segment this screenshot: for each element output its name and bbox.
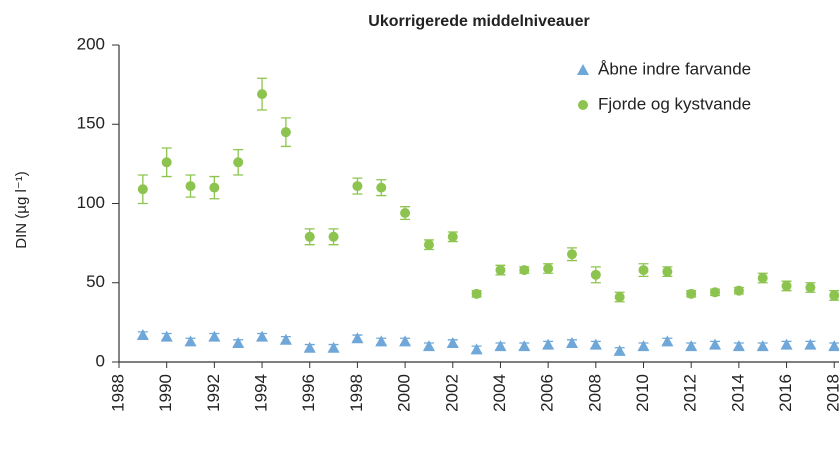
data-point — [757, 272, 768, 283]
data-point — [352, 181, 363, 192]
data-point — [280, 127, 291, 138]
data-point — [637, 340, 650, 352]
x-tick-label: 2006 — [538, 374, 557, 412]
data-point — [470, 343, 483, 355]
data-point — [185, 181, 196, 192]
data-point — [446, 336, 459, 348]
data-point — [638, 265, 649, 276]
legend-marker — [578, 100, 588, 110]
legend-marker — [577, 64, 589, 75]
x-tick-label: 2002 — [442, 374, 461, 412]
data-point — [160, 330, 173, 342]
data-point — [495, 265, 506, 276]
data-point — [257, 89, 268, 100]
data-point — [351, 332, 364, 344]
data-point — [279, 333, 292, 345]
x-tick-label: 1994 — [252, 374, 271, 412]
data-point — [589, 338, 602, 350]
data-point — [494, 340, 507, 352]
data-point — [829, 290, 839, 301]
data-point — [209, 182, 220, 193]
data-point — [685, 340, 698, 352]
x-tick-label: 2014 — [728, 374, 747, 412]
chart-title: Ukorrigerede middelniveauer — [368, 13, 589, 30]
x-tick-label: 2008 — [585, 374, 604, 412]
data-point — [304, 231, 315, 242]
data-point — [376, 182, 387, 193]
x-tick-label: 1998 — [347, 374, 366, 412]
data-point — [233, 157, 244, 168]
data-point — [614, 292, 625, 303]
x-tick-label: 2018 — [824, 374, 839, 412]
data-point — [256, 330, 269, 342]
data-point — [756, 340, 769, 352]
x-tick-label: 2010 — [633, 374, 652, 412]
y-tick-label: 150 — [77, 114, 105, 133]
data-point — [422, 340, 435, 352]
data-point — [208, 330, 221, 342]
x-tick-label: 1990 — [156, 374, 175, 412]
data-point — [686, 288, 697, 299]
data-point — [828, 340, 839, 352]
data-point — [710, 287, 721, 298]
data-point — [423, 239, 434, 250]
data-point — [543, 263, 554, 274]
x-tick-label: 2012 — [681, 374, 700, 412]
data-point — [327, 341, 340, 353]
x-tick-label: 1996 — [299, 374, 318, 412]
data-point — [328, 231, 339, 242]
data-point — [519, 265, 530, 276]
data-point — [136, 329, 149, 341]
data-point — [303, 341, 316, 353]
data-point — [161, 157, 172, 168]
data-point — [661, 335, 674, 347]
data-point — [184, 335, 197, 347]
y-tick-label: 100 — [77, 193, 105, 212]
data-point — [805, 282, 816, 293]
data-point — [733, 285, 744, 296]
data-point — [565, 336, 578, 348]
legend-label: Åbne indre farvande — [598, 59, 751, 78]
legend-label: Fjorde og kystvande — [598, 94, 751, 113]
data-point — [709, 338, 722, 350]
data-point — [662, 266, 673, 277]
x-tick-label: 1988 — [108, 374, 127, 412]
y-axis-label: DIN (µg l⁻¹) — [13, 171, 30, 248]
data-point — [232, 336, 245, 348]
data-point — [518, 340, 531, 352]
y-tick-label: 50 — [86, 272, 105, 291]
data-point — [375, 335, 388, 347]
data-point — [566, 249, 577, 260]
x-tick-label: 2016 — [776, 374, 795, 412]
y-tick-label: 0 — [96, 351, 105, 370]
y-tick-label: 200 — [77, 34, 105, 53]
data-point — [781, 280, 792, 291]
data-point — [732, 340, 745, 352]
data-point — [400, 208, 411, 219]
data-point — [447, 231, 458, 242]
data-point — [542, 338, 555, 350]
x-tick-label: 1992 — [204, 374, 223, 412]
data-point — [399, 335, 412, 347]
data-point — [780, 338, 793, 350]
x-tick-label: 2000 — [395, 374, 414, 412]
data-point — [471, 288, 482, 299]
x-tick-label: 2004 — [490, 374, 509, 412]
data-point — [804, 338, 817, 350]
data-point — [137, 184, 148, 195]
data-point — [613, 344, 626, 356]
data-point — [590, 269, 601, 280]
